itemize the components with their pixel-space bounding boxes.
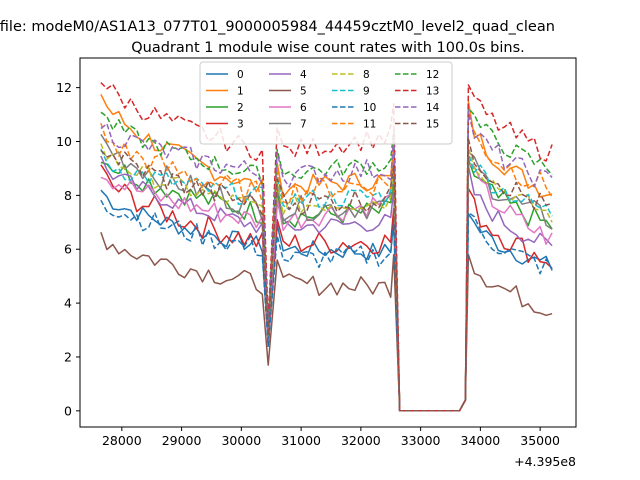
x-tick-label: 32000 (341, 433, 381, 448)
chart-title: Quadrant 1 module wise count rates with … (131, 40, 525, 56)
y-axis: 0 2 4 6 8 10 12 (56, 80, 80, 418)
x-tick-label: 35000 (520, 433, 560, 448)
series-line-9 (100, 148, 553, 412)
x-tick-label: 34000 (461, 433, 501, 448)
legend-label-8: 8 (363, 69, 370, 81)
series-line-15 (100, 138, 553, 412)
legend-label-13: 13 (426, 86, 439, 98)
series-line-2 (100, 158, 553, 412)
series-line-14 (100, 109, 553, 412)
series-line-11 (100, 115, 553, 412)
legend-label-12: 12 (426, 69, 439, 81)
y-tick-label: 2 (64, 349, 72, 364)
suptitle: n file: modeM0/AS1A13_077T01_9000005984_… (0, 19, 555, 35)
legend-label-15: 15 (426, 119, 439, 131)
x-offset-label: +4.395e8 (514, 454, 576, 469)
legend-label-14: 14 (426, 102, 440, 114)
axes-frame (79, 57, 577, 428)
series-line-3 (100, 164, 553, 412)
legend-label-7: 7 (300, 119, 307, 131)
y-tick-label: 4 (64, 296, 72, 311)
series-line-5 (100, 231, 553, 412)
legend-label-10: 10 (363, 102, 376, 114)
x-tick-label: 28000 (102, 433, 142, 448)
legend-box (199, 61, 453, 145)
series-line-10 (100, 199, 553, 412)
legend-label-3: 3 (237, 119, 244, 131)
x-tick-label: 30000 (221, 433, 261, 448)
legend-label-11: 11 (363, 119, 376, 131)
legend-label-9: 9 (363, 86, 370, 98)
x-axis: 28000 29000 30000 31000 32000 33000 34000 35000 (102, 427, 560, 448)
series-line-4 (100, 155, 553, 412)
y-tick-label: 6 (64, 242, 72, 257)
series-line-8 (100, 143, 553, 412)
series-layer (100, 82, 553, 412)
series-line-0 (100, 189, 553, 412)
legend-label-0: 0 (237, 69, 244, 81)
legend-label-2: 2 (237, 102, 244, 114)
x-tick-label: 29000 (162, 433, 202, 448)
y-tick-label: 10 (56, 134, 72, 149)
x-tick-label: 31000 (281, 433, 321, 448)
legend-label-1: 1 (237, 86, 244, 98)
legend-label-4: 4 (300, 69, 307, 81)
legend-label-6: 6 (300, 102, 307, 114)
y-tick-label: 12 (56, 80, 72, 95)
y-tick-label: 0 (64, 403, 72, 418)
series-line-13 (100, 82, 553, 412)
x-tick-label: 33000 (401, 433, 441, 448)
y-tick-label: 8 (64, 188, 72, 203)
series-line-7 (100, 133, 553, 412)
legend-label-5: 5 (300, 86, 307, 98)
